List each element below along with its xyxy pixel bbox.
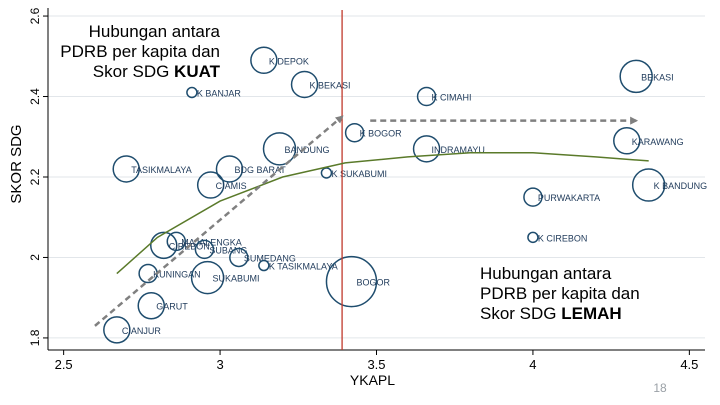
x-tick-label: 4.5 <box>680 357 698 372</box>
data-point <box>325 255 378 308</box>
data-point <box>290 70 319 99</box>
data-point <box>190 260 225 295</box>
x-tick-label: 4 <box>529 357 536 372</box>
annotation-strong-line1: Hubungan antara <box>88 22 220 41</box>
data-point <box>523 187 543 207</box>
data-point-label: K BANJAR <box>197 88 242 98</box>
annotation-weak-prefix: Skor SDG <box>480 304 562 323</box>
data-point <box>215 155 244 183</box>
data-point <box>186 86 198 99</box>
data-point-label: PURWAKARTA <box>538 193 600 203</box>
data-point-label: SUMEDANG <box>244 253 296 263</box>
data-point-label: K BANDUNG <box>654 181 708 191</box>
data-point-label: K BOGOR <box>360 129 403 139</box>
annotation-weak-emphasis: LEMAH <box>561 304 622 323</box>
data-point <box>229 247 249 268</box>
data-point <box>250 46 278 75</box>
data-point-label: SUKABUMI <box>213 274 260 284</box>
data-point-label: K CIREBON <box>538 233 588 243</box>
data-point-label: TASIKMALAYA <box>131 165 192 175</box>
data-point-label: K BEKASI <box>310 80 351 90</box>
data-point-label: BEKASI <box>641 72 674 82</box>
annotation-strong-line3: Skor SDG KUAT <box>44 62 220 82</box>
data-point <box>416 86 437 107</box>
overlay-lines <box>94 10 649 350</box>
slide-number: 18 <box>653 381 667 395</box>
annotation-weak-line1: Hubungan antara <box>480 264 612 283</box>
annotation-strong-relationship: Hubungan antara PDRB per kapita dan Skor… <box>44 22 220 82</box>
annotation-weak-line3: Skor SDG LEMAH <box>480 304 680 324</box>
y-tick-label: 2.4 <box>28 88 42 105</box>
data-point-label: K DEPOK <box>269 56 309 66</box>
data-point-label: K SUKABUMI <box>331 169 387 179</box>
data-point <box>137 291 165 320</box>
data-point <box>613 127 641 155</box>
data-point <box>262 132 297 166</box>
data-point-label: K TASIKMALAYA <box>269 262 338 272</box>
data-point <box>258 259 270 272</box>
data-point <box>412 135 441 163</box>
data-point <box>103 316 131 344</box>
x-axis-title: YKAPL <box>350 372 395 388</box>
data-point <box>196 171 225 199</box>
annotation-strong-emphasis: KUAT <box>174 62 220 81</box>
y-tick-label: 2 <box>28 254 42 261</box>
y-tick-label: 2.6 <box>28 7 42 24</box>
data-point-label: BANDUNG <box>285 145 330 155</box>
x-tick-label: 3.5 <box>367 357 385 372</box>
data-point <box>344 122 365 143</box>
trend-arrow-rising <box>94 115 344 327</box>
data-point-label: KARAWANG <box>632 137 684 147</box>
data-point <box>320 167 333 179</box>
data-point <box>112 155 140 183</box>
data-point <box>619 59 653 94</box>
data-point <box>194 239 215 260</box>
data-point <box>527 231 539 244</box>
fitted-curve <box>116 152 649 275</box>
annotation-strong-line2: PDRB per kapita dan <box>60 42 220 61</box>
y-axis-title: SKOR SDG <box>8 124 25 203</box>
annotation-weak-line2: PDRB per kapita dan <box>480 284 640 303</box>
x-tick-label: 3 <box>216 357 223 372</box>
x-tick-label: 2.5 <box>55 357 73 372</box>
data-point-label: BOGOR <box>356 278 390 288</box>
axes: 2.5 3 3.5 4 4.5 1.8 2 2.2 2.4 2.6 YKAPL SKOR SDG <box>8 7 705 388</box>
data-point-label: K CIMAHI <box>432 93 472 103</box>
y-tick-label: 1.8 <box>28 329 42 346</box>
data-point-label: CIANJUR <box>122 326 162 336</box>
data-point <box>631 168 666 202</box>
annotation-strong-prefix: Skor SDG <box>92 62 175 81</box>
data-point-label: MAJALENGKA <box>181 237 242 247</box>
annotation-weak-relationship: Hubungan antara PDRB per kapita dan Skor… <box>480 264 680 324</box>
data-point-label: SUBANG <box>209 245 247 255</box>
data-point-label: KUNINGAN <box>153 270 201 280</box>
y-tick-label: 2.2 <box>28 168 42 185</box>
data-point-label: INDRAMAYU <box>432 145 485 155</box>
data-point-label: GARUT <box>156 302 188 312</box>
data-points: K DEPOK K BANJAR K BEKASI BEKASI K CIMAHI K B… <box>103 46 708 344</box>
data-point-label: BDG BARAT <box>234 165 286 175</box>
data-point <box>150 231 178 260</box>
data-point-label: CIAMIS <box>216 181 247 191</box>
